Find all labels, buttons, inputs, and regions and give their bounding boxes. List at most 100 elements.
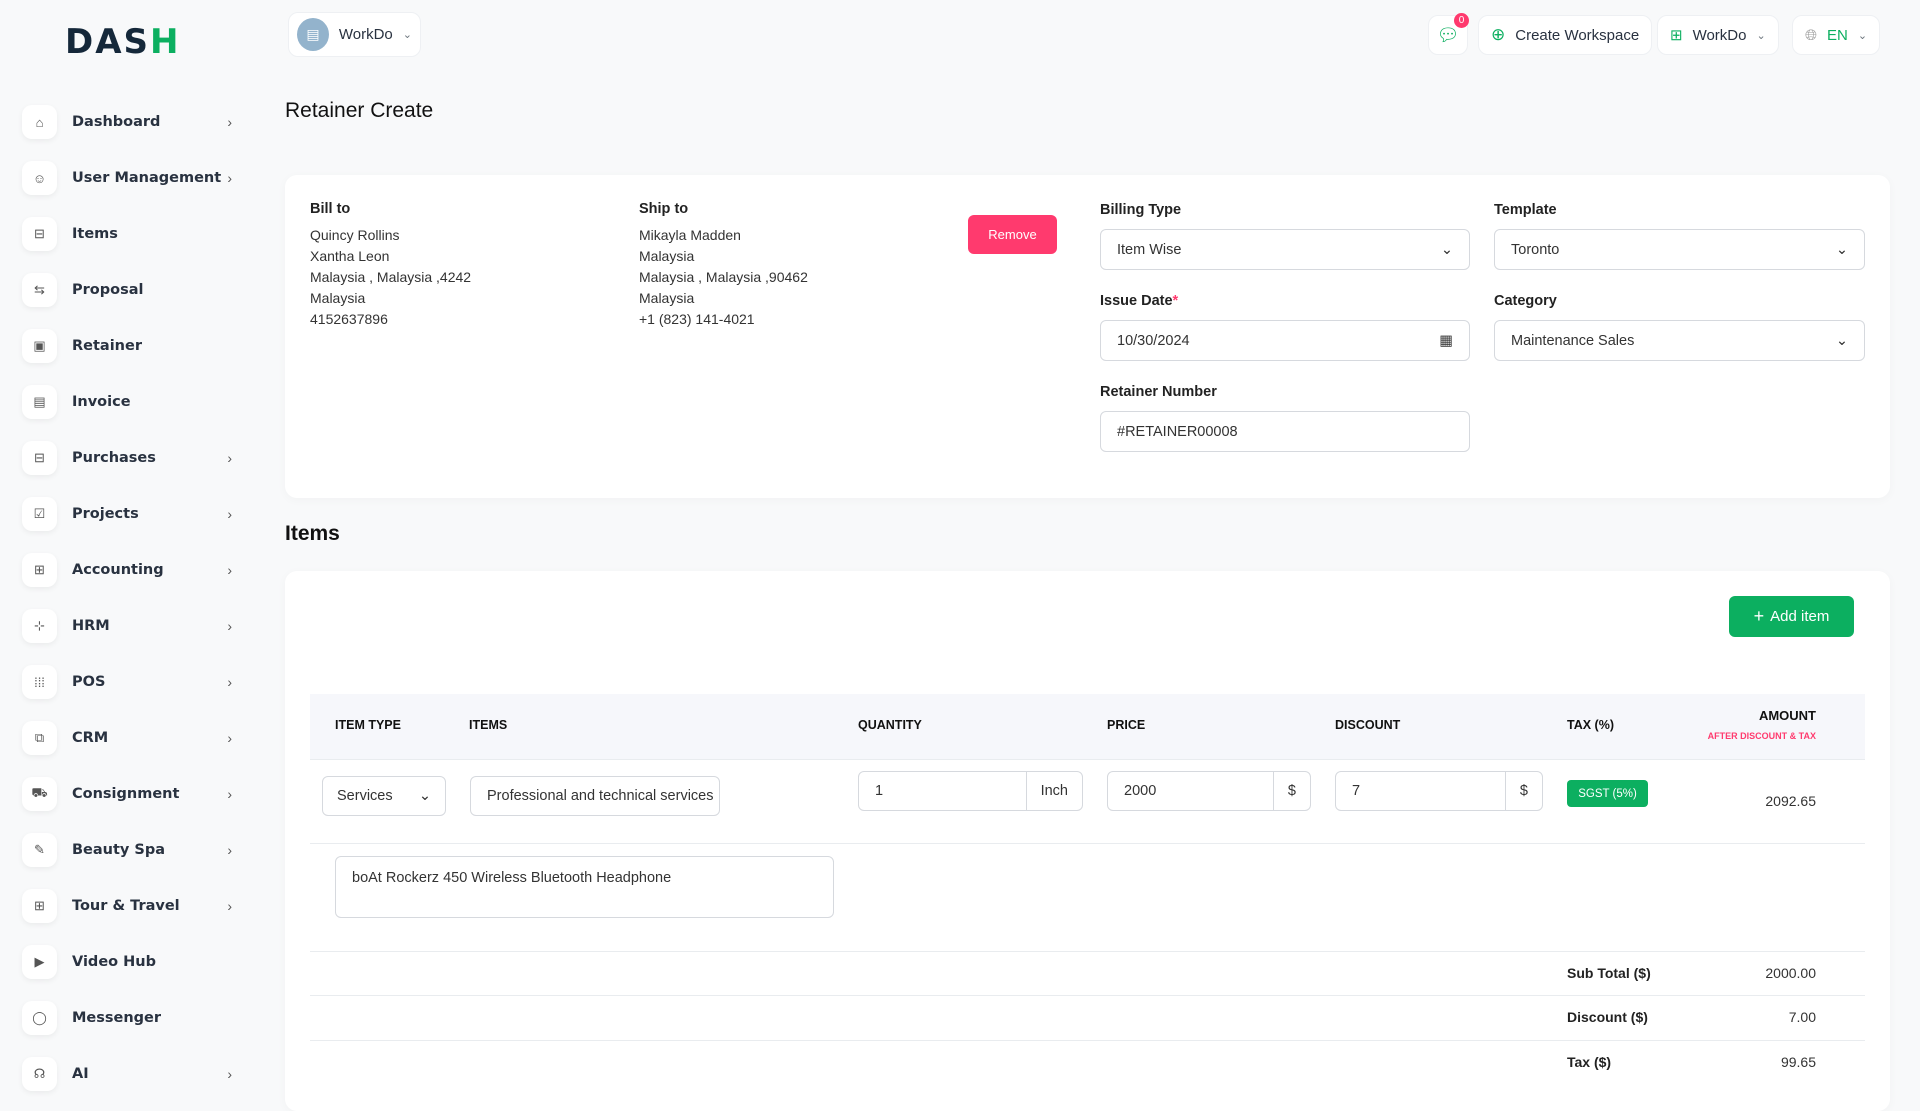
apps-icon: ⊞: [22, 889, 57, 923]
workspace-selector[interactable]: ▤ WorkDo ⌄: [288, 12, 421, 57]
issue-date-value: 10/30/2024: [1117, 332, 1190, 349]
chevron-down-icon: ⌄: [1857, 29, 1868, 42]
chevron-right-icon: ›: [227, 674, 232, 690]
sidebar-item-invoice[interactable]: ▤ Invoice: [22, 384, 232, 420]
price-currency-addon: $: [1272, 772, 1310, 810]
sidebar-item-accounting[interactable]: ⊞ Accounting ›: [22, 552, 232, 588]
item-value: Professional and technical services: [487, 788, 714, 804]
building-icon: ▤: [297, 18, 329, 51]
description-textarea[interactable]: boAt Rockerz 450 Wireless Bluetooth Head…: [335, 856, 834, 918]
bill-to-label: Bill to: [310, 201, 351, 217]
sidebar-item-proposal[interactable]: ⇆ Proposal: [22, 272, 232, 308]
message-icon: ◯: [22, 1001, 57, 1035]
address-line: Malaysia , Malaysia ,90462: [639, 269, 808, 285]
price-input[interactable]: 2000 $: [1107, 771, 1311, 811]
chevron-right-icon: ›: [227, 1066, 232, 1082]
retainer-number-input[interactable]: #RETAINER00008: [1100, 411, 1470, 452]
quantity-value: 1: [875, 783, 884, 799]
sidebar-item-tour-travel[interactable]: ⊞ Tour & Travel ›: [22, 888, 232, 924]
workspace-switch-label: WorkDo: [1692, 26, 1747, 44]
sidebar-item-label: AI: [72, 1066, 89, 1082]
col-item-type: ITEM TYPE: [335, 718, 401, 732]
sidebar-item-ai[interactable]: ☊ AI ›: [22, 1056, 232, 1092]
sidebar-item-items[interactable]: ⊟ Items: [22, 216, 232, 252]
sidebar-item-video-hub[interactable]: ▶ Video Hub: [22, 944, 232, 980]
address-line: Malaysia , Malaysia ,4242: [310, 269, 472, 285]
template-label: Template: [1494, 202, 1557, 218]
divider: [310, 995, 1865, 996]
language-selector[interactable]: 🌐︎ EN ⌄: [1792, 15, 1881, 55]
remove-button[interactable]: Remove: [968, 215, 1057, 254]
sidebar-item-purchases[interactable]: ⊟ Purchases ›: [22, 440, 232, 476]
sidebar-item-beauty-spa[interactable]: ✎ Beauty Spa ›: [22, 832, 232, 868]
add-item-button[interactable]: + Add item: [1729, 596, 1854, 637]
users-icon: ☺: [22, 161, 57, 195]
create-workspace-button[interactable]: ⊕ Create Workspace: [1478, 15, 1653, 55]
logo-text: DAS: [65, 22, 151, 62]
hrm-icon: ⊹: [22, 609, 57, 643]
divider: [310, 843, 1865, 844]
chevron-right-icon: ›: [227, 170, 232, 186]
issue-date-label: Issue Date*: [1100, 293, 1178, 309]
tax-badge: SGST (5%): [1567, 780, 1648, 807]
sidebar-item-user-management[interactable]: ☺ User Management ›: [22, 160, 232, 196]
discount-currency-addon: $: [1504, 772, 1542, 810]
address-line: Malaysia: [310, 290, 366, 306]
billing-type-value: Item Wise: [1117, 241, 1182, 258]
sidebar-item-label: Purchases: [72, 450, 156, 466]
chat-icon: 💬︎: [1436, 24, 1460, 45]
address-line: Quincy Rollins: [310, 227, 400, 243]
create-workspace-label: Create Workspace: [1515, 26, 1640, 44]
chevron-right-icon: ›: [227, 618, 232, 634]
cart-icon: ⊟: [22, 441, 57, 475]
ship-to-label: Ship to: [639, 201, 689, 217]
sidebar-item-consignment[interactable]: ⛟ Consignment ›: [22, 776, 232, 812]
issue-date-input[interactable]: 10/30/2024 ▦: [1100, 320, 1470, 361]
video-icon: ▶: [22, 945, 57, 979]
messages-button[interactable]: 💬︎ 0: [1428, 13, 1469, 55]
item-type-value: Services: [337, 788, 393, 804]
sidebar-item-hrm[interactable]: ⊹ HRM ›: [22, 608, 232, 644]
cart-icon: ⊟: [22, 217, 57, 251]
sidebar-item-dashboard[interactable]: ⌂ Dashboard ›: [22, 104, 232, 140]
col-items: ITEMS: [469, 718, 508, 732]
col-quantity: QUANTITY: [858, 718, 922, 732]
item-type-select[interactable]: Services ⌄: [322, 776, 446, 816]
quantity-input[interactable]: 1 Inch: [858, 771, 1083, 811]
category-value: Maintenance Sales: [1511, 332, 1635, 349]
chevron-down-icon: ⌄: [1835, 241, 1848, 258]
chevron-down-icon: ⌄: [418, 788, 431, 804]
sidebar-item-crm[interactable]: ⧉ CRM ›: [22, 720, 232, 756]
sidebar-item-label: CRM: [72, 730, 109, 746]
chevron-down-icon: ⌄: [1756, 29, 1766, 42]
unit-addon: Inch: [1025, 772, 1082, 810]
chevron-down-icon: ⌄: [1440, 241, 1453, 258]
items-table-header: [310, 694, 1865, 760]
proposal-icon: ⇆: [22, 273, 57, 307]
address-line: Malaysia: [639, 290, 695, 306]
address-line: Xantha Leon: [310, 248, 390, 264]
sidebar-item-messenger[interactable]: ◯ Messenger: [22, 1000, 232, 1036]
workspace-switch[interactable]: ⊞ WorkDo ⌄: [1657, 15, 1779, 55]
sidebar-item-label: Proposal: [72, 282, 144, 298]
invoice-icon: ▤: [22, 385, 57, 419]
address-line: Malaysia: [639, 248, 695, 264]
sidebar-item-label: User Management: [72, 170, 222, 186]
chevron-down-icon: ⌄: [1835, 332, 1848, 349]
category-select[interactable]: Maintenance Sales ⌄: [1494, 320, 1865, 361]
logo[interactable]: DASH: [65, 22, 181, 62]
sidebar-item-retainer[interactable]: ▣ Retainer: [22, 328, 232, 364]
billing-type-select[interactable]: Item Wise ⌄: [1100, 229, 1470, 270]
home-icon: ⌂: [22, 105, 57, 139]
sidebar-item-pos[interactable]: ⁞⁞⁞ POS ›: [22, 664, 232, 700]
sidebar-item-label: Messenger: [72, 1010, 162, 1026]
calendar-icon[interactable]: ▦: [1439, 332, 1453, 349]
template-select[interactable]: Toronto ⌄: [1494, 229, 1865, 270]
item-input[interactable]: Professional and technical services: [470, 776, 720, 816]
logo-accent: H: [150, 22, 181, 62]
sidebar-item-label: HRM: [72, 618, 110, 634]
sidebar-item-projects[interactable]: ☑ Projects ›: [22, 496, 232, 532]
discount-input[interactable]: 7 $: [1335, 771, 1543, 811]
chevron-right-icon: ›: [227, 842, 232, 858]
retainer-icon: ▣: [22, 329, 57, 363]
